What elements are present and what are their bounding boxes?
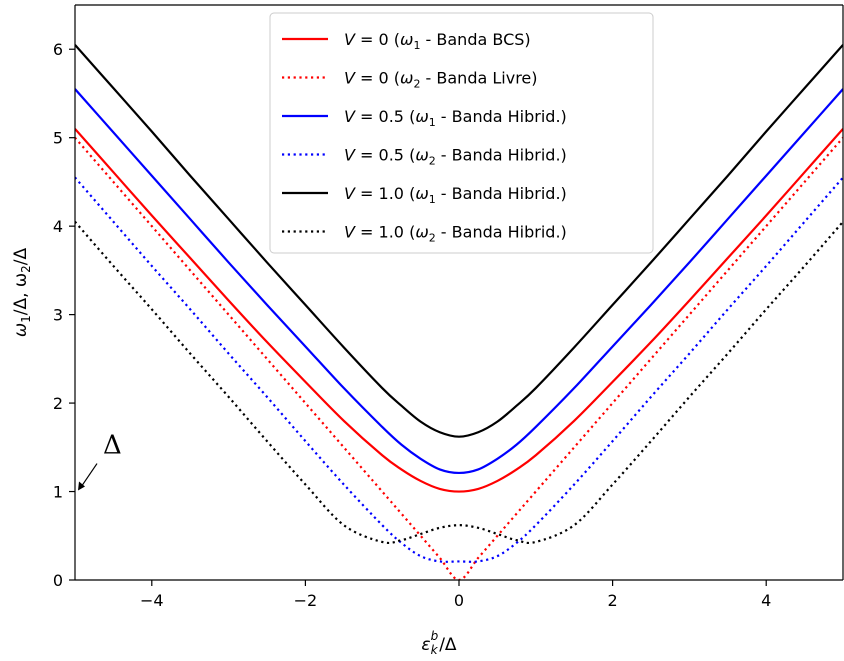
series-line-3	[75, 88, 843, 475]
series-line-4	[75, 176, 843, 563]
y-tick-label: 2	[53, 394, 63, 413]
y-tick-label: 0	[53, 571, 63, 590]
legend: V = 0 (ω1 - Banda BCS) V = 0 (ω2 - Banda …	[269, 12, 654, 254]
y-tick-label: 1	[53, 483, 63, 502]
legend-label-4: V = 0.5 (ω2 - Banda Hibrid.)	[344, 146, 567, 168]
series-line-1	[75, 128, 843, 493]
legend-label-2: V = 0 (ω2 - Banda Livre)	[344, 69, 538, 91]
x-tick-label: 0	[454, 591, 464, 610]
y-axis-label: ω1/Δ, ω2/Δ	[11, 247, 33, 337]
annotations: Δ	[78, 431, 122, 491]
axes: −4 −2 0 2 4 0 1 2 3 4 5 6 εkb/Δ ω1/Δ, ω2/Δ	[11, 4, 844, 657]
y-tick-label: 6	[53, 40, 63, 59]
x-tick-label: −4	[140, 591, 164, 610]
x-tick-label: −2	[294, 591, 318, 610]
legend-label-1: V = 0 (ω1 - Banda BCS)	[344, 30, 531, 52]
legend-label-6: V = 1.0 (ω2 - Banda Hibrid.)	[344, 223, 567, 245]
series-lines	[75, 44, 843, 580]
y-tick-label: 5	[53, 129, 63, 148]
annotation-text-1: Δ	[103, 431, 122, 461]
legend-label-5: V = 1.0 (ω1 - Banda Hibrid.)	[344, 184, 567, 206]
legend-label-3: V = 0.5 (ω1 - Banda Hibrid.)	[344, 107, 567, 129]
y-tick-label: 4	[53, 217, 63, 236]
annotation-arrow-line	[79, 463, 98, 489]
legend-box	[269, 12, 654, 254]
plot-area	[75, 44, 843, 580]
series-line-5	[75, 44, 843, 438]
x-axis-label: εkb/Δ	[421, 629, 457, 657]
y-tick-label: 3	[53, 306, 63, 325]
x-tick-label: 4	[761, 591, 771, 610]
x-tick-label: 2	[608, 591, 618, 610]
annotation-arrow-head	[78, 481, 85, 491]
series-line-6	[75, 221, 843, 545]
